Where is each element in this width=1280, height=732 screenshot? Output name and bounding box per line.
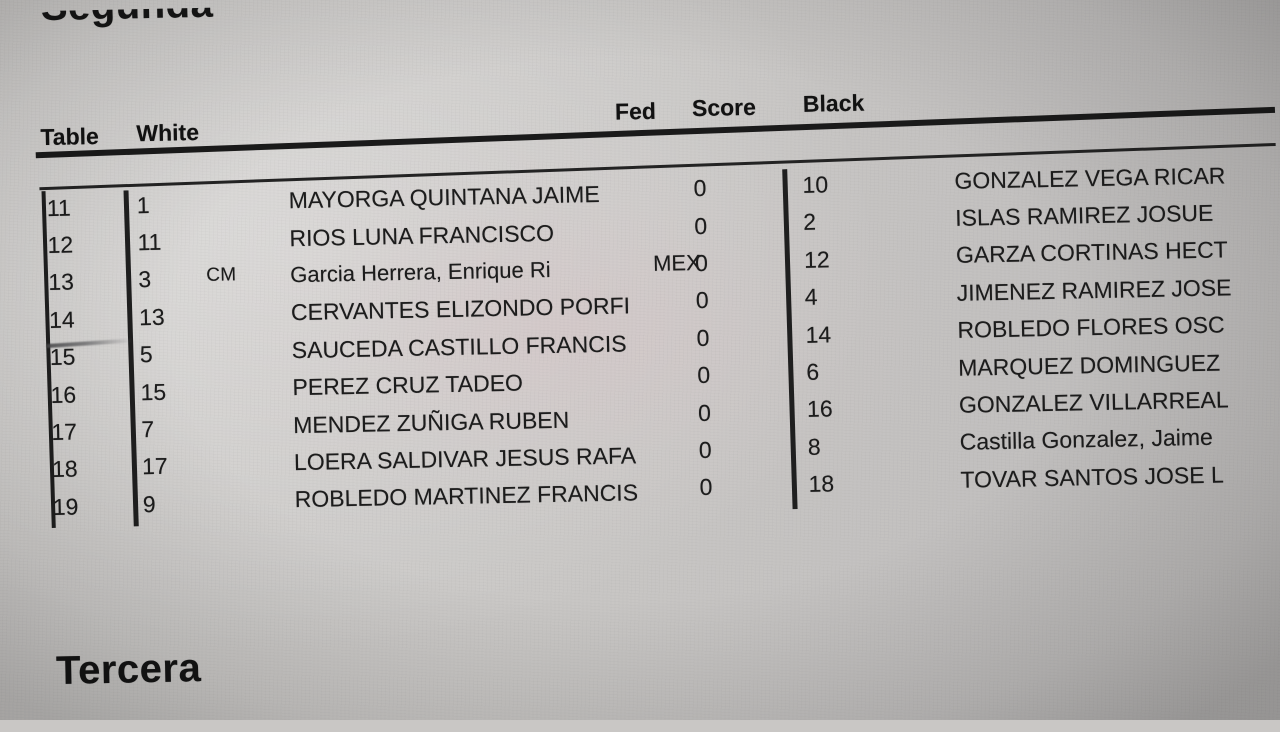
cell-score: 0 bbox=[693, 174, 707, 202]
cell-white-name: RIOS LUNA FRANCISCO bbox=[289, 219, 555, 251]
cell-white-name: Garcia Herrera, Enrique Ri bbox=[289, 256, 551, 288]
cell-federation: MEX bbox=[652, 250, 702, 277]
cell-table-number: 12 bbox=[47, 231, 74, 258]
cell-table-number: 13 bbox=[48, 268, 75, 296]
cell-black-number: 2 bbox=[803, 209, 817, 236]
cell-white-number: 1 bbox=[136, 191, 150, 218]
cell-white-name: PEREZ CRUZ TADEO bbox=[292, 369, 524, 401]
cell-score: 0 bbox=[696, 324, 710, 351]
cell-black-name-clip: GARZA CORTINAS HECT bbox=[956, 236, 1278, 269]
cell-white-name-clip: LOERA SALDIVAR JESUS RAFA bbox=[294, 441, 700, 476]
cell-black-number: 14 bbox=[805, 320, 832, 348]
cell-score: 0 bbox=[698, 436, 712, 463]
cell-black-number: 4 bbox=[804, 283, 818, 311]
cell-white-name-clip: MAYORGA QUINTANA JAIME bbox=[288, 179, 694, 214]
cell-table-number: 16 bbox=[50, 381, 77, 408]
cell-black-name: ISLAS RAMIREZ JOSUE bbox=[954, 199, 1214, 231]
cell-black-name-clip: JIMENEZ RAMIREZ JOSE bbox=[956, 273, 1278, 306]
cell-white-name-clip: RIOS LUNA FRANCISCO bbox=[289, 217, 695, 252]
cell-white-name: ROBLEDO MARTINEZ FRANCIS bbox=[294, 479, 639, 513]
cell-white-number: 7 bbox=[141, 415, 155, 443]
cell-black-name-clip: ROBLEDO FLORES OSC bbox=[957, 310, 1279, 343]
cell-score: 0 bbox=[695, 287, 709, 314]
cell-table-number: 14 bbox=[48, 306, 75, 333]
cell-white-number: 9 bbox=[142, 490, 156, 518]
cell-black-name-clip: ISLAS RAMIREZ JOSUE bbox=[955, 198, 1277, 231]
cell-black-name: Castilla Gonzalez, Jaime bbox=[959, 424, 1214, 456]
cell-black-name-clip: GONZALEZ VEGA RICAR bbox=[954, 161, 1276, 194]
cell-white-name: MENDEZ ZUÑIGA RUBEN bbox=[292, 406, 570, 438]
cell-black-number: 8 bbox=[807, 433, 821, 460]
cell-score: 0 bbox=[697, 399, 712, 426]
cell-white-name-clip: PEREZ CRUZ TADEO bbox=[292, 366, 698, 401]
cell-white-name-clip: ROBLEDO MARTINEZ FRANCIS bbox=[294, 478, 700, 513]
cell-black-name: GONZALEZ VILLARREAL bbox=[958, 386, 1229, 418]
cell-white-number: 13 bbox=[138, 303, 165, 331]
cell-black-name: MARQUEZ DOMINGUEZ bbox=[957, 349, 1221, 381]
cell-white-name: CERVANTES ELIZONDO PORFI bbox=[290, 292, 631, 326]
cell-black-number: 10 bbox=[802, 171, 829, 198]
cell-white-number: 17 bbox=[141, 453, 168, 480]
cell-white-name-clip: Garcia Herrera, Enrique Ri bbox=[290, 254, 696, 289]
cell-black-name: GONZALEZ VEGA RICAR bbox=[954, 161, 1226, 194]
cell-score: 0 bbox=[694, 212, 708, 239]
cell-black-number: 12 bbox=[803, 246, 830, 273]
cell-white-name-clip: SAUCEDA CASTILLO FRANCIS bbox=[291, 329, 697, 364]
cell-white-title: CM bbox=[206, 264, 237, 286]
cell-black-name: JIMENEZ RAMIREZ JOSE bbox=[956, 274, 1232, 306]
cell-black-number: 6 bbox=[806, 358, 820, 385]
cell-table-number: 11 bbox=[46, 194, 71, 221]
cell-black-number: 16 bbox=[806, 395, 833, 423]
cell-white-name: LOERA SALDIVAR JESUS RAFA bbox=[293, 442, 637, 476]
section-title-tercera: Tercera bbox=[55, 646, 202, 693]
cell-score: 0 bbox=[694, 249, 709, 276]
cell-white-name: SAUCEDA CASTILLO FRANCIS bbox=[291, 330, 627, 363]
cell-score: 0 bbox=[697, 361, 711, 389]
cell-black-name-clip: TOVAR SANTOS JOSE L bbox=[960, 460, 1280, 493]
cell-black-name: GARZA CORTINAS HECT bbox=[955, 236, 1228, 269]
cell-table-number: 18 bbox=[51, 455, 78, 483]
cell-white-name: MAYORGA QUINTANA JAIME bbox=[288, 181, 600, 214]
cell-white-number: 5 bbox=[139, 341, 153, 368]
cell-white-number: 3 bbox=[138, 266, 152, 293]
cell-white-number: 15 bbox=[140, 378, 167, 405]
cell-black-name-clip: Castilla Gonzalez, Jaime bbox=[959, 423, 1280, 456]
cell-black-name-clip: GONZALEZ VILLARREAL bbox=[959, 385, 1280, 418]
cell-table-number: 17 bbox=[51, 418, 78, 445]
cell-black-number: 18 bbox=[808, 470, 835, 498]
cell-black-name: ROBLEDO FLORES OSC bbox=[957, 311, 1225, 343]
cell-white-name-clip: CERVANTES ELIZONDO PORFI bbox=[291, 291, 697, 326]
cell-black-name: TOVAR SANTOS JOSE L bbox=[960, 461, 1224, 493]
cell-white-name-clip: MENDEZ ZUÑIGA RUBEN bbox=[293, 404, 699, 439]
cell-table-number: 15 bbox=[49, 343, 76, 371]
cell-black-name-clip: MARQUEZ DOMINGUEZ bbox=[958, 348, 1280, 381]
cell-white-number: 11 bbox=[137, 228, 162, 256]
cell-score: 0 bbox=[699, 474, 713, 501]
cell-table-number: 19 bbox=[52, 493, 79, 520]
